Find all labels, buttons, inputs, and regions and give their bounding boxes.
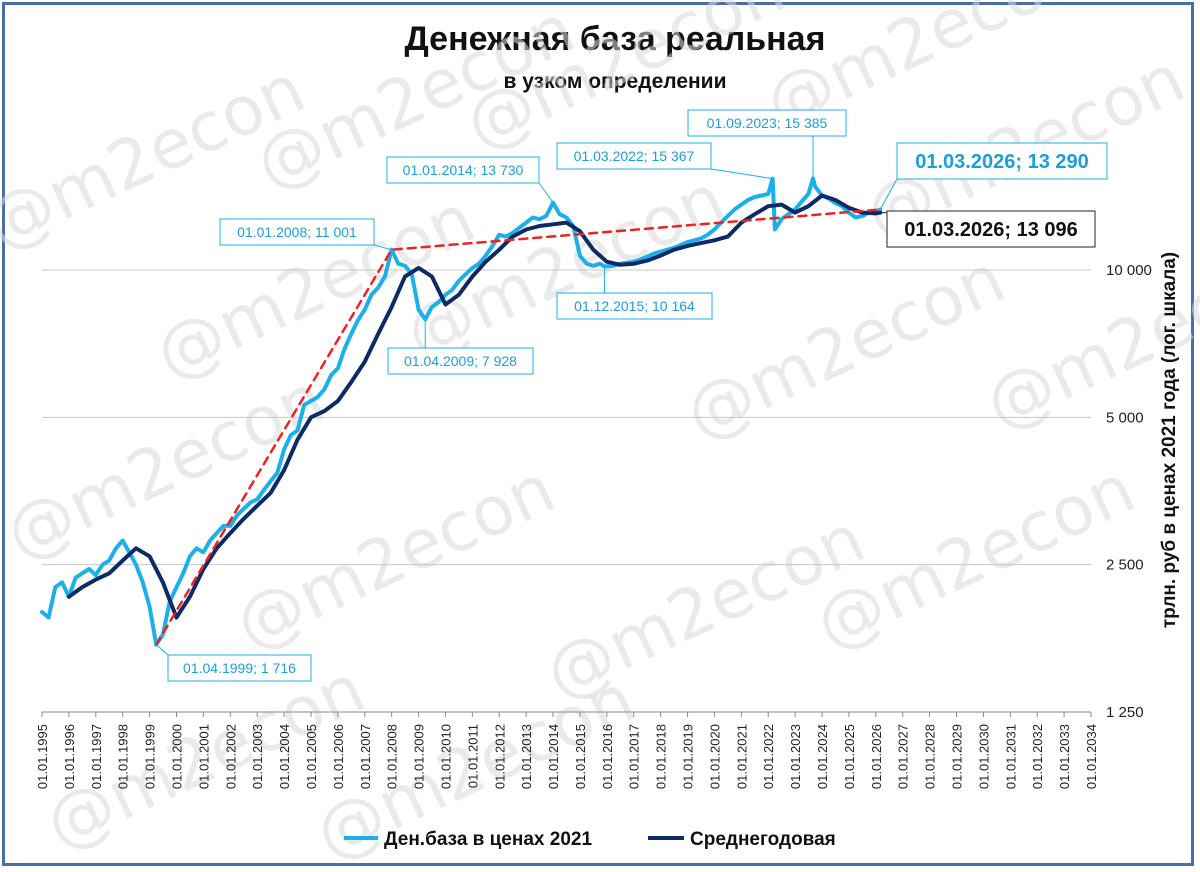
annotation-label: 01.04.1999; 1 716 [183, 660, 296, 676]
y-tick-label: 10 000 [1106, 262, 1152, 279]
x-tick-label: 01.01.2016 [600, 724, 615, 789]
annotation-label: 01.03.2026; 13 096 [904, 219, 1078, 241]
annotation-leader [373, 244, 392, 251]
annotation-leader [155, 644, 169, 656]
x-tick-label: 01.01.2012 [492, 724, 507, 789]
x-tick-label: 01.01.2005 [304, 724, 319, 789]
x-tick-label: 01.01.1997 [89, 724, 104, 789]
annotation-leader [879, 178, 898, 210]
x-tick-label: 01.01.2008 [385, 724, 400, 789]
x-tick-label: 01.01.2004 [277, 724, 292, 789]
x-tick-label: 01.01.2030 [976, 724, 991, 789]
series-line-annual-average [66, 193, 883, 620]
x-tick-label: 01.01.2027 [896, 724, 911, 789]
annotation-box [167, 654, 312, 682]
x-tick-label: 01.01.2014 [546, 724, 561, 789]
x-tick-label: 01.01.2017 [627, 724, 642, 789]
annotation-box [556, 142, 712, 170]
annotation-box [386, 156, 540, 184]
x-tick-label: 01.01.2024 [815, 724, 830, 789]
x-tick-label: 01.01.2001 [196, 724, 211, 789]
annotation-label: 01.12.2015; 10 164 [574, 298, 695, 314]
legend-label: Среднегодовая [690, 829, 836, 850]
x-tick-label: 01.01.1996 [62, 724, 77, 789]
annotation-label: 01.01.2008; 11 001 [237, 224, 357, 240]
annotation-box [896, 142, 1108, 180]
x-tick-label: 01.01.2007 [358, 724, 373, 789]
y-tick-label: 5 000 [1106, 409, 1144, 426]
annotation-label: 01.04.2009; 7 928 [404, 353, 517, 369]
x-tick-label: 01.01.2009 [412, 724, 427, 789]
annotation-leader [710, 168, 773, 180]
annotation-box [556, 292, 713, 320]
annotation-label: 01.03.2026; 13 290 [915, 151, 1089, 173]
x-tick-label: 01.01.2021 [734, 724, 749, 789]
chart-subtitle: в узком определении [503, 70, 727, 93]
x-tick-label: 01.01.2023 [788, 724, 803, 789]
legend-label: Ден.база в ценах 2021 [384, 829, 592, 850]
annotation-leader [538, 182, 554, 203]
chart-title: Денежная база реальная [404, 20, 826, 58]
x-tick-label: 01.01.2032 [1030, 724, 1045, 789]
x-tick-label: 01.01.1999 [143, 724, 158, 789]
y-tick-label: 1 250 [1106, 704, 1144, 721]
x-tick-label: 01.01.2033 [1057, 724, 1072, 789]
x-tick-label: 01.01.2000 [169, 724, 184, 789]
x-tick-label: 01.01.2006 [331, 724, 346, 789]
x-tick-label: 01.01.2003 [250, 724, 265, 789]
annotation-box [886, 210, 1096, 248]
x-tick-label: 01.01.2018 [654, 724, 669, 789]
y-tick-label: 2 500 [1106, 557, 1144, 574]
y-axis-label: трлн. руб в ценах 2021 года (лог. шкала) [1159, 252, 1180, 628]
series-line-monetary-base [40, 176, 883, 647]
x-tick-label: 01.01.2010 [438, 724, 453, 789]
x-tick-label: 01.01.1995 [35, 724, 50, 789]
annotation-label: 01.01.2014; 13 730 [403, 162, 524, 178]
x-tick-label: 01.01.2015 [573, 724, 588, 789]
x-tick-label: 01.01.2025 [842, 724, 857, 789]
x-tick-label: 01.01.2011 [465, 724, 480, 788]
watermark-text: @m2econ [674, 240, 1017, 456]
annotation-box [219, 218, 375, 246]
x-tick-label: 01.01.1998 [116, 724, 131, 789]
x-tick-label: 01.01.2013 [519, 724, 534, 789]
annotation-label: 01.03.2022; 15 367 [574, 148, 695, 164]
x-tick-label: 01.01.2028 [923, 724, 938, 789]
x-tick-label: 01.01.2019 [681, 724, 696, 789]
x-tick-label: 01.01.2034 [1084, 724, 1099, 789]
annotation-box [687, 109, 847, 137]
annotation-label: 01.09.2023; 15 385 [707, 115, 828, 131]
x-tick-label: 01.01.2031 [1003, 724, 1018, 789]
x-tick-label: 01.01.2026 [869, 724, 884, 789]
x-tick-label: 01.01.2020 [707, 724, 722, 789]
x-tick-label: 01.01.2002 [223, 724, 238, 789]
annotation-box [387, 347, 534, 375]
x-tick-label: 01.01.2022 [761, 724, 776, 789]
trend-line-dashed [154, 208, 882, 646]
x-tick-label: 01.01.2029 [950, 724, 965, 789]
